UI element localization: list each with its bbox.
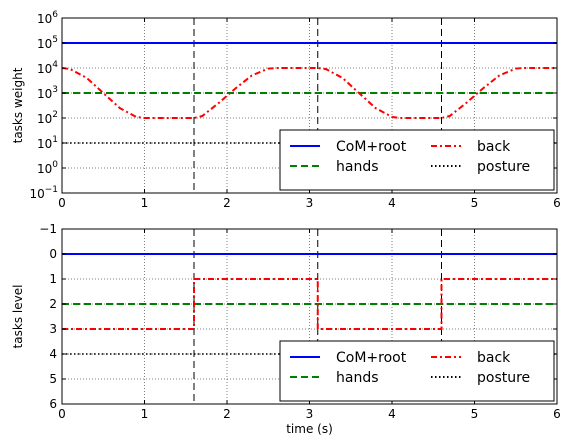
x-tick-label: 2 bbox=[223, 196, 231, 210]
y-tick-label: 104 bbox=[37, 60, 58, 76]
y-tick-label: 5 bbox=[49, 372, 57, 386]
x-tick-label: 6 bbox=[553, 407, 561, 421]
legend-label: back bbox=[477, 139, 511, 155]
x-tick-label: 2 bbox=[223, 407, 231, 421]
legend-label: back bbox=[477, 350, 511, 366]
legend-box bbox=[279, 129, 555, 191]
y-axis-label: tasks level bbox=[11, 285, 25, 349]
y-tick-label: 10−1 bbox=[29, 185, 58, 201]
y-tick-label: 4 bbox=[49, 347, 57, 361]
y-tick-label: 1 bbox=[49, 272, 57, 286]
x-tick-label: 0 bbox=[58, 196, 66, 210]
legend: CoM+root hands back posture bbox=[279, 129, 555, 191]
chart-panel-2: 0 1 2 3 4 5 6 −1 0 1 2 3 4 5 6 tasks level time (s) CoM+r… bbox=[11, 222, 561, 436]
legend-label: hands bbox=[336, 370, 379, 386]
x-tick-label: 1 bbox=[141, 407, 149, 421]
x-tick-label: 5 bbox=[471, 407, 479, 421]
x-axis-label: time (s) bbox=[286, 422, 333, 436]
legend-label: hands bbox=[336, 159, 379, 175]
y-axis-label: tasks weight bbox=[11, 67, 25, 143]
y-tick-label: 0 bbox=[49, 247, 57, 261]
legend-box bbox=[279, 340, 555, 402]
y-tick-label: 100 bbox=[37, 160, 58, 176]
y-tick-label: 3 bbox=[49, 322, 57, 336]
legend-label: CoM+root bbox=[336, 139, 407, 155]
x-tick-label: 6 bbox=[553, 196, 561, 210]
legend: CoM+root hands back posture bbox=[279, 340, 555, 402]
x-tick-label: 3 bbox=[306, 196, 314, 210]
y-tick-label: 102 bbox=[37, 110, 58, 126]
x-tick-label: 1 bbox=[141, 196, 149, 210]
chart-panel-1: 0 1 2 3 4 5 6 10−1 100 101 102 103 104 105 106 tasks we… bbox=[11, 10, 561, 210]
series-line-back bbox=[61, 67, 557, 119]
y-tick-label: 6 bbox=[49, 397, 57, 411]
y-tick-label: −1 bbox=[39, 222, 57, 236]
legend-label: CoM+root bbox=[336, 350, 407, 366]
legend-label: posture bbox=[477, 370, 530, 386]
series-line-back bbox=[62, 278, 557, 330]
x-tick-label: 4 bbox=[388, 407, 396, 421]
x-tick-label: 4 bbox=[388, 196, 396, 210]
y-tick-label: 106 bbox=[37, 10, 58, 26]
legend-label: posture bbox=[477, 159, 530, 175]
y-tick-label: 105 bbox=[37, 35, 58, 51]
x-tick-label: 0 bbox=[58, 407, 66, 421]
x-tick-label: 5 bbox=[471, 196, 479, 210]
y-tick-label: 103 bbox=[37, 85, 58, 101]
y-tick-label: 101 bbox=[37, 135, 58, 151]
x-tick-label: 3 bbox=[306, 407, 314, 421]
y-tick-label: 2 bbox=[49, 297, 57, 311]
